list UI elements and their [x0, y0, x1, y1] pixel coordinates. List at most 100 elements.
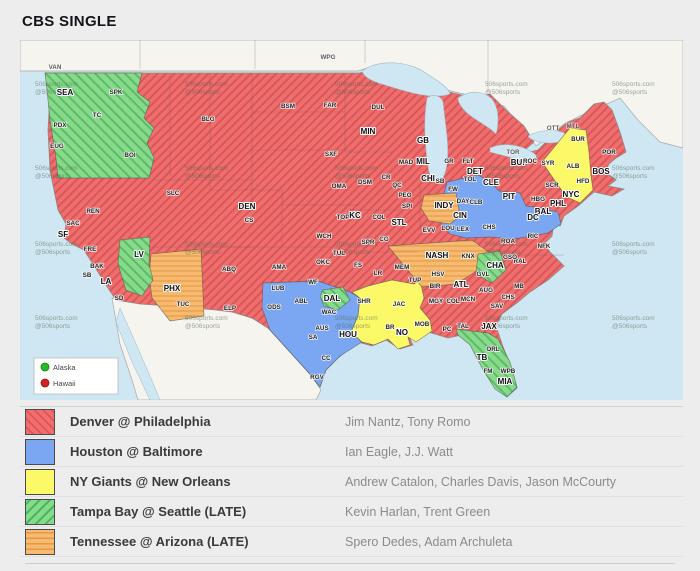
map-market-label-abq: ABQ — [222, 266, 236, 273]
legend-game-label: Tampa Bay @ Seattle (LATE) — [70, 504, 247, 519]
map-market-label-wpb: WPB — [501, 368, 516, 375]
map-market-label-tc: TC — [93, 112, 102, 119]
map-market-label-phx: PHX — [164, 284, 181, 293]
watermark-text: @506sports — [612, 89, 648, 96]
map-market-label-tuc: TUC — [177, 301, 190, 308]
watermark-text: @506sports — [335, 249, 371, 256]
map-market-label-evv: EVV — [423, 227, 436, 234]
map-market-label-dc: DC — [527, 213, 539, 222]
map-market-label-gb: GB — [417, 136, 429, 145]
map-market-label-syr: SYR — [542, 160, 555, 167]
map-market-label-slc: SLC — [167, 190, 180, 197]
watermark-text: 506sports.com — [35, 315, 78, 322]
watermark-text: @506sports — [485, 173, 521, 180]
watermark-text: 506sports.com — [185, 81, 228, 88]
region-chattanooga-green — [475, 250, 507, 284]
map-market-label-chs: CHS — [501, 294, 514, 301]
map-market-label-lv: LV — [134, 250, 144, 259]
map-market-label-mia: MIA — [498, 377, 513, 386]
map-market-label-chi: CHI — [421, 174, 435, 183]
watermark-text: 506sports.com — [185, 315, 228, 322]
map-market-label-van: VAN — [49, 64, 62, 71]
map-market-label-sac: SAC — [66, 220, 80, 227]
map-market-label-jax: JAX — [481, 322, 497, 331]
map-market-label-orl: ORL — [486, 346, 499, 353]
watermark-text: @506sports — [612, 173, 648, 180]
map-market-label-mtl: MTL — [567, 123, 580, 130]
watermark-text: @506sports — [35, 249, 71, 256]
map-market-label-hou: HOU — [339, 330, 357, 339]
map-market-label-tal: TAL — [457, 323, 469, 330]
watermark-text: @506sports — [185, 249, 221, 256]
map-market-label-sea: SEA — [57, 88, 74, 97]
map-market-label-mb: MB — [514, 283, 524, 290]
map-market-label-nyc: NYC — [563, 190, 580, 199]
map-market-label-top: TOP — [337, 214, 350, 221]
map-market-label-sb: SB — [436, 178, 445, 185]
map-market-label-roa: ROA — [501, 238, 515, 245]
map-market-label-day: DAY — [457, 198, 471, 205]
watermark-text: 506sports.com — [35, 81, 78, 88]
map-market-label-far: FAR — [324, 102, 337, 109]
map-market-label-lex: LEX — [457, 226, 470, 233]
game-regions — [44, 72, 594, 398]
map-market-label-rgv: RGV — [310, 374, 324, 381]
map-market-label-dal: DAL — [324, 294, 341, 303]
watermark-text: @506sports — [335, 173, 371, 180]
region-indy-orange — [420, 192, 461, 225]
map-market-label-mcn: MCN — [461, 296, 476, 303]
map-market-label-bak: BAK — [90, 263, 104, 270]
market-labels: VAN WPG OTT MTL TOR SEA SPK TC PDX EUG BOI BLG SLC RE… — [48, 53, 617, 387]
map-market-label-ama: AMA — [272, 264, 287, 271]
map-market-label-fs: FS — [354, 262, 362, 269]
watermark-text: @506sports — [335, 89, 371, 96]
map-market-label-dsm: DSM — [358, 179, 372, 186]
map-market-label-cin: CIN — [453, 211, 467, 220]
watermark-text: @506sports — [185, 89, 221, 96]
legend-swatch-red — [25, 408, 55, 435]
map-market-label-spi: SPI — [402, 203, 412, 210]
region-tennessee-orange — [387, 239, 491, 288]
watermark-text: 506sports.com — [485, 165, 528, 172]
watermark-text: 506sports.com — [335, 81, 378, 88]
watermark-text: @506sports — [185, 173, 221, 180]
watermark-text: @506sports — [612, 249, 648, 256]
map-market-label-cha: CHA — [486, 261, 504, 270]
legend-announcers: Kevin Harlan, Trent Green — [345, 504, 491, 519]
map-market-label-det: DET — [467, 167, 483, 176]
watermark-text: 506sports.com — [612, 315, 655, 322]
map-market-label-ren: REN — [86, 208, 100, 215]
map-market-label-boi: BOI — [124, 152, 135, 159]
legend-game-label: Denver @ Philadelphia — [70, 414, 211, 429]
region-upstate-ny-yellow — [541, 127, 594, 204]
map-market-label-bir: BIR — [430, 283, 441, 290]
map-market-label-nash: NASH — [426, 251, 449, 260]
map-market-label-mob: MOB — [415, 321, 430, 328]
map-market-label-hbg: HBG — [531, 196, 545, 203]
map-market-label-wpg: WPG — [320, 54, 335, 61]
legend-swatch-yellow — [25, 468, 55, 495]
legend-swatch-green — [25, 498, 55, 525]
coverage-map-svg: Alaska Hawaii 506sports.com@506sports506… — [19, 39, 684, 401]
hawaii-label: Hawaii — [53, 379, 76, 388]
map-market-label-ric: RIC — [528, 233, 539, 240]
map-market-label-wac: WAC — [322, 309, 337, 316]
legend-row-4: Tampa Bay @ Seattle (LATE) Kevin Harlan, … — [20, 497, 683, 527]
map-market-label-knx: KNX — [461, 253, 475, 260]
map-market-label-eug: EUG — [50, 143, 64, 150]
map-market-label-col: COL — [372, 214, 385, 221]
alaska-dot-icon — [40, 362, 50, 372]
watermark-text: @506sports — [485, 89, 521, 96]
map-market-label-mem: MEM — [395, 264, 410, 271]
map-market-label-aus: AUS — [315, 325, 328, 332]
coverage-map: Alaska Hawaii 506sports.com @506sports 506… — [19, 39, 684, 401]
legend-announcers: Spero Dedes, Adam Archuleta — [345, 534, 513, 549]
map-market-label-sav: SAV — [491, 303, 504, 310]
map-market-label-oma: OMA — [332, 183, 347, 190]
watermark-text: 506sports.com — [485, 81, 528, 88]
map-market-label-clb: CLB — [470, 199, 483, 206]
map-market-label-spk: SPK — [110, 89, 123, 96]
map-market-label-sb: SB — [83, 272, 92, 279]
watermark-text: 506sports.com — [335, 165, 378, 172]
legend-announcers: Jim Nantz, Tony Romo — [345, 414, 471, 429]
